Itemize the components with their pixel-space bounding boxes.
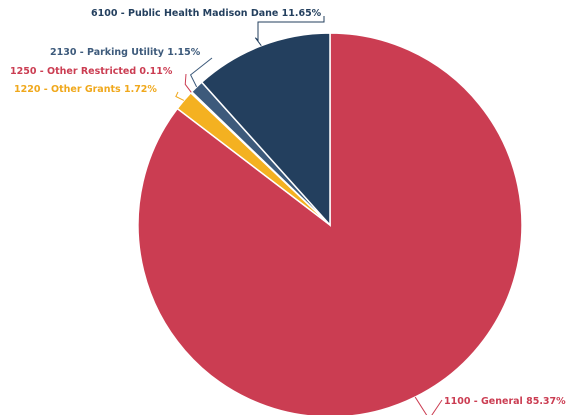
- leader-line-general: [414, 396, 443, 415]
- slice-label-public-health: 6100 - Public Health Madison Dane 11.65%: [91, 8, 322, 19]
- pie-slices: [137, 32, 523, 415]
- pie-slice-general: [137, 32, 523, 415]
- slice-label-other-grants: 1220 - Other Grants 1.72%: [14, 84, 157, 95]
- leader-line-parking-utility: [189, 57, 213, 88]
- leader-lines: [175, 16, 443, 415]
- slice-label-general: 1100 - General 85.37%: [444, 396, 566, 407]
- leader-line-other-restricted: [184, 73, 192, 93]
- leader-line-public-health: [254, 16, 325, 47]
- slice-label-parking-utility: 2130 - Parking Utility 1.15%: [50, 47, 201, 58]
- leader-line-other-grants: [175, 91, 185, 101]
- pie-slice-public-health: [200, 32, 331, 227]
- slice-label-other-restricted: 1250 - Other Restricted 0.11%: [10, 66, 173, 77]
